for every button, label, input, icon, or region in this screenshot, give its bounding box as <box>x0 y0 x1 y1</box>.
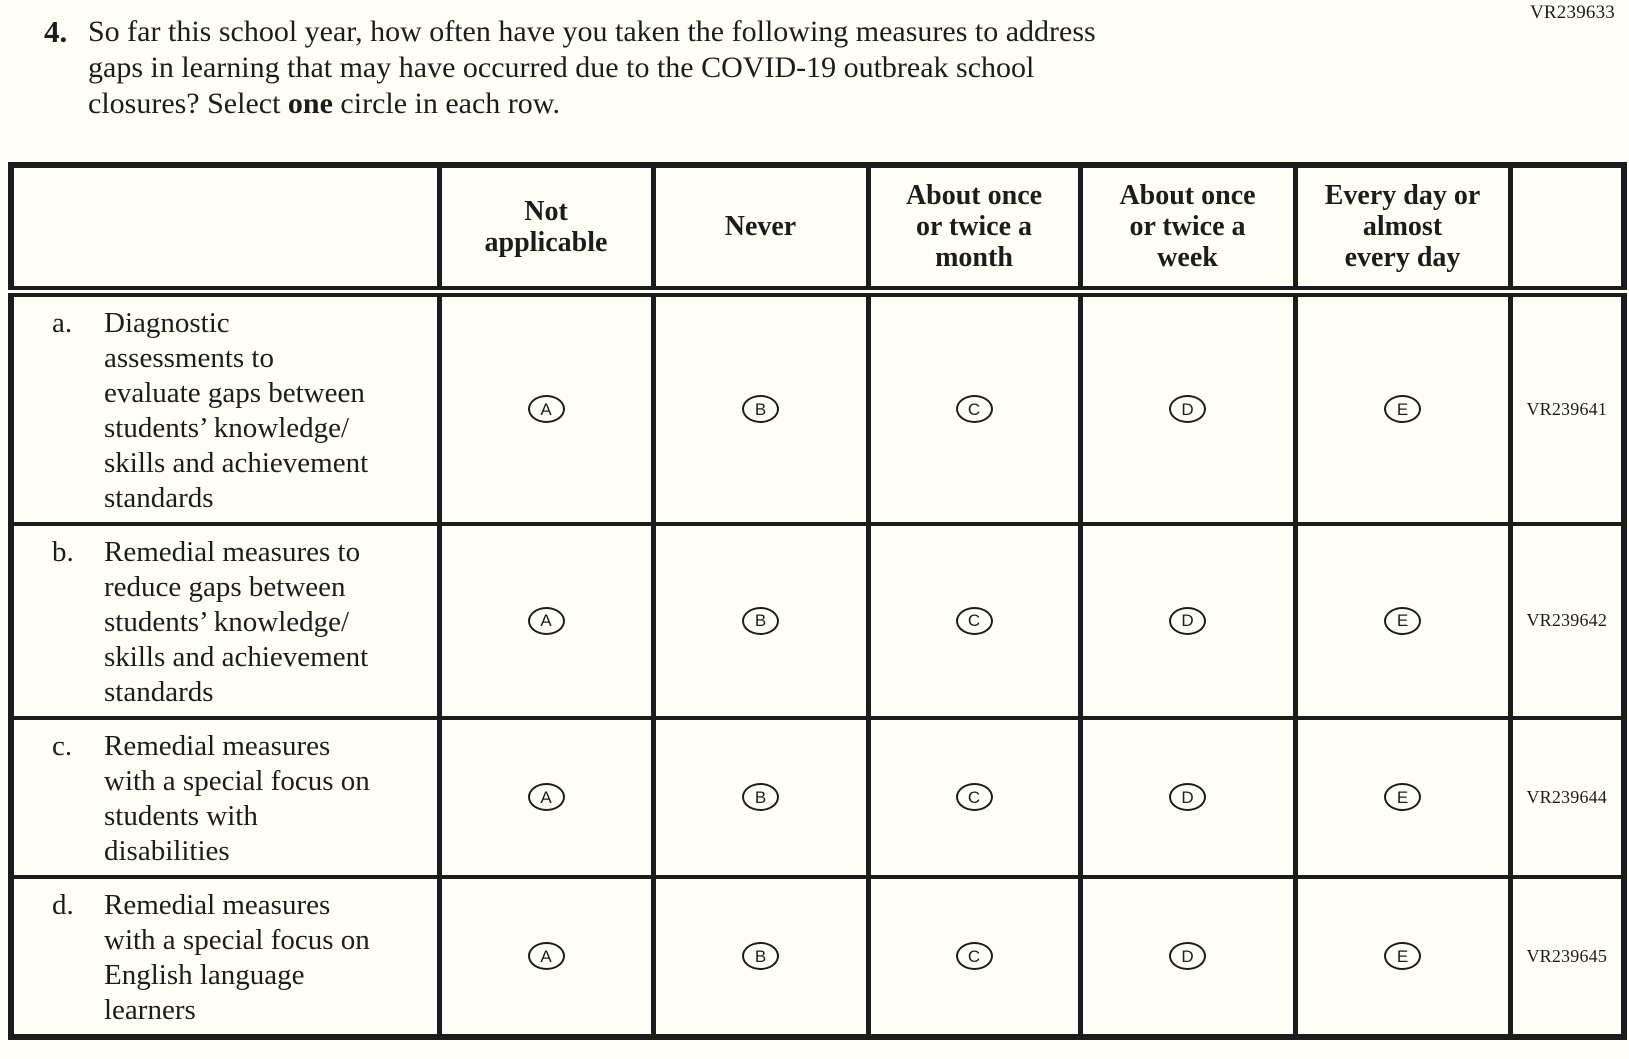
response-matrix-table: Not applicable Never About once or twice… <box>8 162 1627 1040</box>
option-cell: C <box>865 715 1083 879</box>
option-cell: A <box>436 289 656 526</box>
option-bubble-b[interactable]: B <box>742 395 779 423</box>
row-index: b. <box>52 535 74 568</box>
row-index: d. <box>52 888 74 921</box>
header-row: Not applicable Never About once or twice… <box>8 163 1627 297</box>
option-bubble-b[interactable]: B <box>742 783 779 811</box>
option-bubble-a[interactable]: A <box>527 606 565 635</box>
option-cell: D <box>1077 521 1298 720</box>
row-label-text: Remedial measures with a special focus o… <box>104 888 370 1026</box>
option-bubble-c[interactable]: C <box>955 606 993 635</box>
option-bubble-d[interactable]: D <box>1169 942 1206 970</box>
table-row-c: c. Remedial measures with a special focu… <box>8 715 1627 879</box>
option-bubble-c[interactable]: C <box>955 942 993 970</box>
row-label-text: Remedial measures with a special focus o… <box>104 729 370 867</box>
row-label: a. Diagnostic assessments to evaluate ga… <box>14 297 437 522</box>
row-code: VR239645 <box>1507 874 1627 1039</box>
row-label-cell: d. Remedial measures with a special focu… <box>8 874 442 1039</box>
option-bubble-e[interactable]: E <box>1384 942 1421 970</box>
option-cell: E <box>1292 521 1513 720</box>
option-cell: C <box>865 874 1083 1039</box>
row-label-cell: c. Remedial measures with a special focu… <box>8 715 442 879</box>
row-code: VR239642 <box>1507 521 1627 720</box>
option-cell: D <box>1077 715 1298 879</box>
option-bubble-e[interactable]: E <box>1384 606 1421 635</box>
column-header-once-twice-week: About once or twice a week <box>1077 163 1298 297</box>
question-text-part2: circle in each row. <box>332 87 561 120</box>
option-bubble-d[interactable]: D <box>1169 395 1206 423</box>
column-header-not-applicable: Not applicable <box>436 163 656 297</box>
column-header-every-day: Every day or almost every day <box>1292 163 1513 297</box>
row-label-cell: b. Remedial measures to reduce gaps betw… <box>8 521 442 720</box>
question-number: 4. <box>44 14 68 49</box>
row-label: b. Remedial measures to reduce gaps betw… <box>14 526 437 716</box>
question-text: So far this school year, how often have … <box>88 14 1096 122</box>
row-label-text: Remedial measures to reduce gaps between… <box>104 535 369 708</box>
row-code: VR239641 <box>1507 289 1627 526</box>
option-bubble-d[interactable]: D <box>1169 606 1206 635</box>
option-bubble-e[interactable]: E <box>1384 783 1421 811</box>
option-bubble-d[interactable]: D <box>1169 783 1206 811</box>
option-cell: E <box>1292 289 1513 526</box>
table-row-a: a. Diagnostic assessments to evaluate ga… <box>8 289 1627 526</box>
row-label-cell: a. Diagnostic assessments to evaluate ga… <box>8 289 442 526</box>
option-bubble-c[interactable]: C <box>955 395 993 423</box>
option-bubble-b[interactable]: B <box>742 942 779 970</box>
row-code: VR239644 <box>1507 715 1627 879</box>
option-cell: A <box>436 874 656 1039</box>
column-header-once-twice-month: About once or twice a month <box>865 163 1083 297</box>
option-bubble-a[interactable]: A <box>527 942 565 970</box>
row-label: d. Remedial measures with a special focu… <box>14 879 437 1034</box>
option-bubble-a[interactable]: A <box>527 395 565 423</box>
option-cell: C <box>865 289 1083 526</box>
question-text-part1: So far this school year, how often have … <box>88 15 1096 120</box>
option-cell: E <box>1292 874 1513 1039</box>
option-bubble-b[interactable]: B <box>742 606 779 635</box>
option-cell: E <box>1292 715 1513 879</box>
form-code: VR239633 <box>1530 2 1615 23</box>
row-index: a. <box>52 306 73 339</box>
table-row-d: d. Remedial measures with a special focu… <box>8 874 1627 1039</box>
header-empty-code-column <box>1507 163 1627 297</box>
table-row-b: b. Remedial measures to reduce gaps betw… <box>8 521 1627 720</box>
option-cell: C <box>865 521 1083 720</box>
question-bold-word: one <box>287 87 333 120</box>
option-cell: D <box>1077 289 1298 526</box>
option-bubble-c[interactable]: C <box>955 783 993 811</box>
option-bubble-a[interactable]: A <box>527 783 565 811</box>
header-empty-corner <box>8 163 442 297</box>
option-cell: B <box>650 715 871 879</box>
option-bubble-e[interactable]: E <box>1384 395 1421 423</box>
row-label-text: Diagnostic assessments to evaluate gaps … <box>104 306 369 514</box>
question-block: 4. So far this school year, how often ha… <box>0 0 1629 122</box>
row-index: c. <box>52 729 73 762</box>
column-header-never: Never <box>650 163 871 297</box>
option-cell: B <box>650 521 871 720</box>
option-cell: B <box>650 289 871 526</box>
option-cell: D <box>1077 874 1298 1039</box>
option-cell: A <box>436 521 656 720</box>
row-label: c. Remedial measures with a special focu… <box>14 720 437 875</box>
option-cell: B <box>650 874 871 1039</box>
option-cell: A <box>436 715 656 879</box>
